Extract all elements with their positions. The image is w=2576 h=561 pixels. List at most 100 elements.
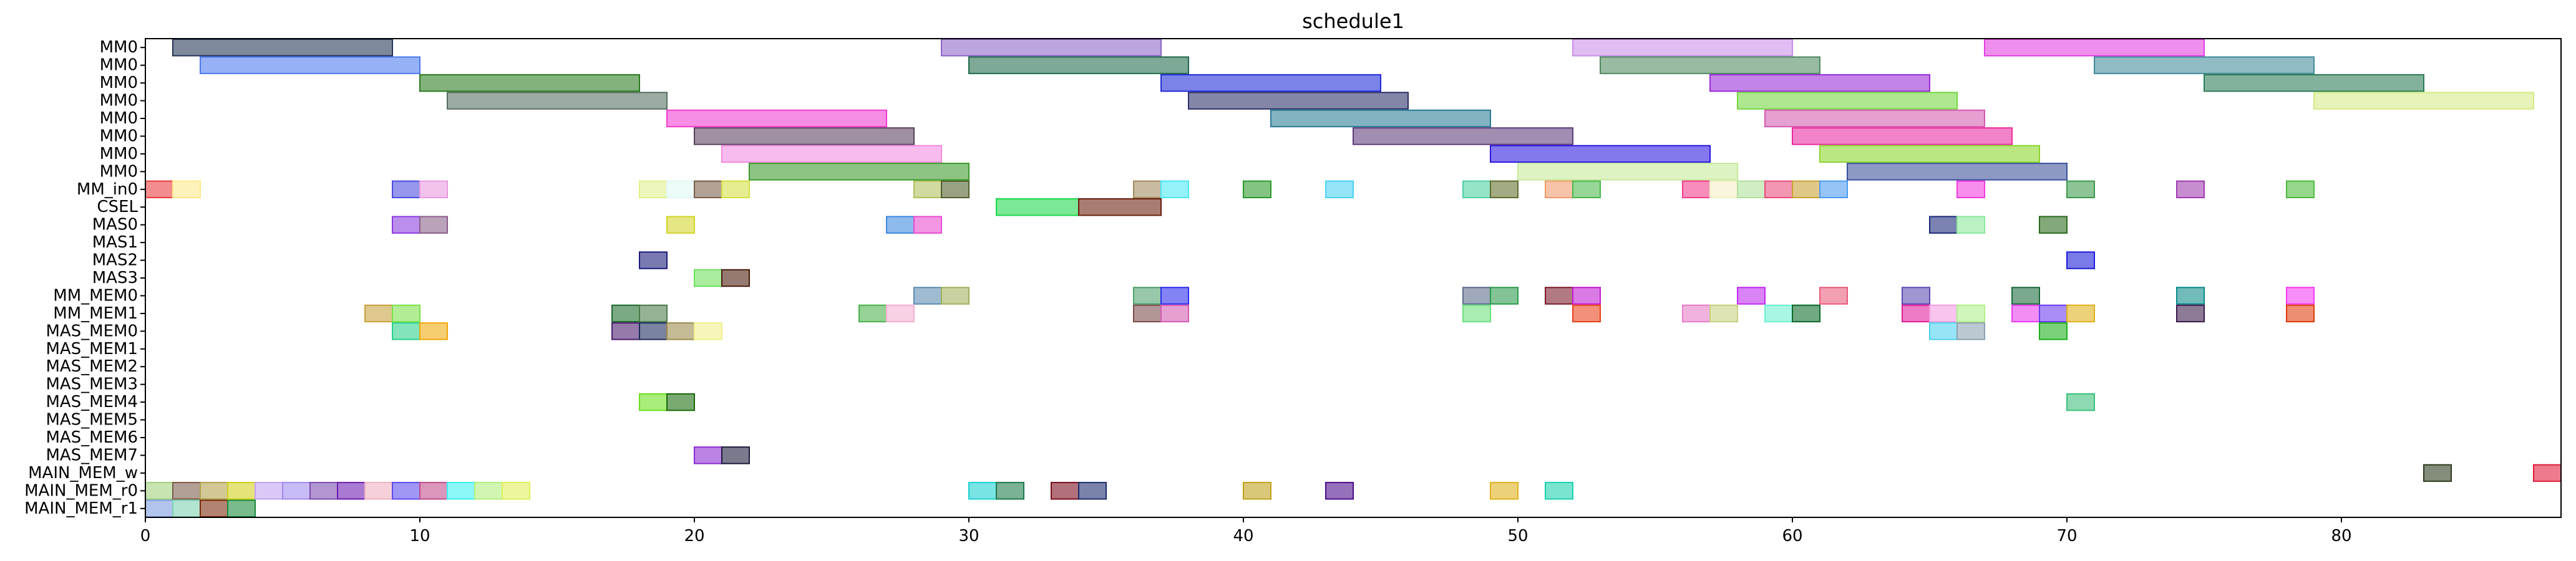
task-bar xyxy=(2176,180,2205,198)
task-bar xyxy=(2533,464,2562,482)
task-bar xyxy=(1792,304,1820,323)
task-bar xyxy=(1490,287,1519,305)
task-bar xyxy=(474,482,503,500)
task-bar xyxy=(502,482,530,500)
task-bar xyxy=(1819,145,2040,163)
y-tick-label: MAIN_MEM_r0 xyxy=(24,481,138,500)
task-bar xyxy=(172,482,201,500)
task-bar xyxy=(1764,109,1985,128)
y-tick-label: MAS3 xyxy=(92,269,138,287)
task-bar xyxy=(145,482,173,500)
y-tick-label: MAS_MEM7 xyxy=(46,446,138,464)
task-bar xyxy=(2011,304,2040,323)
task-bar xyxy=(1243,180,1271,198)
task-bar xyxy=(694,180,722,198)
task-bar xyxy=(1764,304,1793,323)
task-bar xyxy=(694,446,722,464)
task-bar xyxy=(913,287,942,305)
task-bar xyxy=(886,216,915,234)
y-tick-label: MAS2 xyxy=(92,251,138,270)
task-bar xyxy=(1956,216,1985,234)
task-bar xyxy=(1737,92,1958,110)
y-tick-label: MM0 xyxy=(100,145,138,163)
task-bar xyxy=(1572,287,1601,305)
task-bar xyxy=(2176,304,2205,323)
task-bar xyxy=(611,322,640,340)
task-bar xyxy=(694,269,722,287)
task-bar xyxy=(1682,180,1711,198)
task-bar xyxy=(913,216,942,234)
y-tick-label: MM0 xyxy=(100,92,138,110)
task-bar xyxy=(2176,287,2205,305)
task-bar xyxy=(1902,304,1930,323)
task-bar xyxy=(2423,464,2452,482)
task-bar xyxy=(666,393,695,411)
y-tick-label: MAS_MEM2 xyxy=(46,357,138,376)
task-bar xyxy=(2286,287,2315,305)
task-bar xyxy=(1517,163,1738,181)
task-bar xyxy=(419,180,448,198)
task-bar xyxy=(2039,322,2068,340)
task-bar xyxy=(1270,109,1491,128)
y-tick-label: CSEL xyxy=(97,198,138,216)
task-bar xyxy=(1737,180,1766,198)
task-bar xyxy=(639,393,668,411)
task-bar xyxy=(1984,39,2205,57)
task-bar xyxy=(941,287,970,305)
task-bar xyxy=(1078,482,1107,500)
task-bar xyxy=(1545,482,1573,500)
y-tick-label: MAIN_MEM_r1 xyxy=(24,499,138,518)
task-bar xyxy=(1160,180,1189,198)
task-bar xyxy=(1462,304,1491,323)
task-bar xyxy=(227,482,256,500)
y-tick-label: MM0 xyxy=(100,56,138,75)
task-bar xyxy=(2039,304,2068,323)
bars-layer xyxy=(145,39,2562,517)
task-bar xyxy=(886,304,915,323)
task-bar xyxy=(1160,287,1189,305)
task-bar xyxy=(255,482,283,500)
task-bar xyxy=(227,499,256,517)
x-tick-label: 30 xyxy=(958,527,979,545)
y-tick-label: MAS_MEM0 xyxy=(46,322,138,340)
y-tick-label: MAS_MEM4 xyxy=(46,393,138,411)
x-tick-label: 50 xyxy=(1507,527,1528,545)
task-bar xyxy=(200,482,228,500)
x-tick-label: 80 xyxy=(2331,527,2351,545)
task-bar xyxy=(1133,180,1162,198)
task-bar xyxy=(2011,287,2040,305)
task-bar xyxy=(172,39,393,57)
task-bar xyxy=(1792,180,1820,198)
task-bar xyxy=(721,269,750,287)
y-tick-label: MAIN_MEM_w xyxy=(28,464,138,482)
task-bar xyxy=(996,482,1024,500)
task-bar xyxy=(639,180,668,198)
task-bar xyxy=(1572,39,1793,57)
task-bar xyxy=(364,482,393,500)
x-tick-label: 40 xyxy=(1233,527,1253,545)
y-tick-label: MAS1 xyxy=(92,233,138,252)
task-bar xyxy=(721,446,750,464)
plot-frame xyxy=(145,38,2562,518)
task-bar xyxy=(694,322,722,340)
task-bar xyxy=(145,499,173,517)
task-bar xyxy=(447,482,475,500)
y-tick-label: MM_MEM0 xyxy=(53,286,138,305)
task-bar xyxy=(392,304,420,323)
task-bar xyxy=(666,180,695,198)
y-tick-label: MAS_MEM5 xyxy=(46,411,138,429)
task-bar xyxy=(1545,180,1573,198)
task-bar xyxy=(1160,304,1189,323)
task-bar xyxy=(200,56,420,74)
task-bar xyxy=(611,304,640,323)
task-bar xyxy=(1243,482,1271,500)
task-bar xyxy=(1572,180,1601,198)
task-bar xyxy=(1490,482,1519,500)
task-bar xyxy=(1160,74,1381,92)
task-bar xyxy=(721,145,942,163)
task-bar xyxy=(337,482,366,500)
task-bar xyxy=(694,127,915,145)
task-bar xyxy=(2286,180,2315,198)
x-tick-label: 10 xyxy=(409,527,430,545)
